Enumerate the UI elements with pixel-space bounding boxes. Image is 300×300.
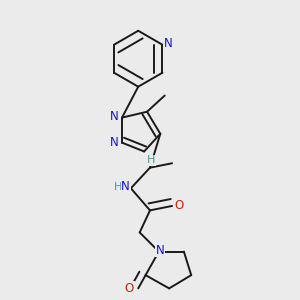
Text: O: O [125, 282, 134, 295]
Text: H: H [147, 155, 156, 165]
Text: N: N [156, 244, 165, 256]
Text: N: N [121, 180, 130, 193]
Text: N: N [164, 37, 173, 50]
Text: O: O [175, 200, 184, 212]
Text: H: H [113, 182, 122, 192]
Text: N: N [110, 110, 119, 123]
Text: N: N [110, 136, 118, 149]
